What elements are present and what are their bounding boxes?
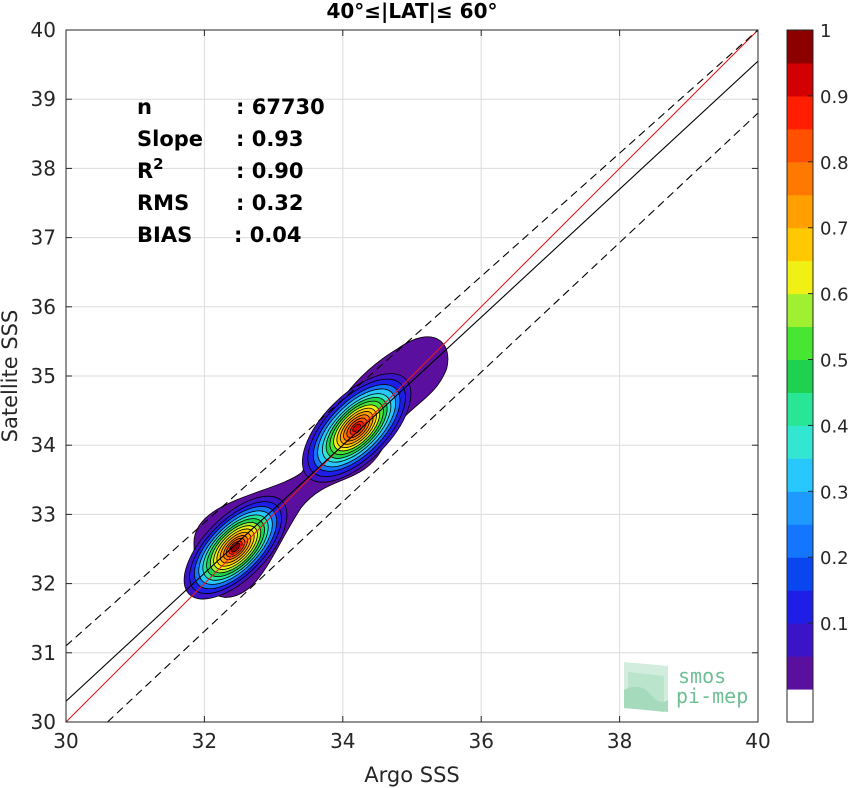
- grid: [65, 29, 759, 723]
- reference-lines: [66, 30, 758, 722]
- colorbar-tick-label: 0.1: [820, 614, 849, 635]
- line-lower-bound: [107, 112, 758, 722]
- colorbar-tick-label: 0.8: [820, 153, 849, 174]
- x-tick-label: 34: [330, 729, 355, 753]
- colorbar-segment: [787, 656, 813, 690]
- colorbar-segment: [787, 293, 813, 328]
- stat-value: : 0.90: [236, 159, 304, 183]
- colorbar-tick-label: 0.9: [820, 87, 849, 108]
- y-tick-label: 32: [31, 572, 56, 596]
- colorbar-segment: [787, 95, 813, 130]
- colorbar-tick-label: 0.3: [820, 482, 849, 503]
- logo-text-pi-mep: pi-mep: [676, 684, 748, 708]
- logo-text-smos: smos: [678, 664, 726, 688]
- y-tick-label: 31: [31, 641, 56, 665]
- colorbar-segment: [787, 557, 813, 591]
- y-tick-label: 34: [31, 433, 56, 457]
- x-tick-label: 36: [468, 729, 493, 753]
- x-tick-label: 30: [53, 729, 78, 753]
- line-regression: [66, 60, 758, 702]
- line-upper-bound: [66, 30, 758, 647]
- colorbar: 0.1 0.2 0.3 0.4 0.5 0.6 0.7 0.8 0.9 1: [786, 21, 849, 723]
- y-tick-label: 30: [31, 710, 56, 734]
- y-tick-label: 37: [31, 226, 56, 250]
- x-tick-label: 40: [745, 729, 770, 753]
- colorbar-segment: [787, 590, 813, 624]
- colorbar-tick-label: 0.6: [820, 285, 849, 306]
- line-one-to-one: [66, 30, 758, 722]
- stat-value: : 67730: [236, 95, 325, 119]
- colorbar-tick-label: 0.2: [820, 548, 849, 569]
- colorbar-segment: [787, 62, 813, 97]
- x-axis-ticks: 30 32 34 36 38 40: [53, 30, 771, 753]
- colorbar-segment: [787, 128, 813, 163]
- colorbar-segment: [787, 524, 813, 558]
- colorbar-segment: [787, 491, 813, 525]
- y-tick-label: 40: [31, 18, 56, 42]
- stat-label: Slope: [137, 127, 203, 151]
- colorbar-segment: [787, 425, 813, 459]
- stat-label: RMS: [137, 191, 189, 215]
- stat-value: : 0.04: [234, 223, 302, 247]
- x-axis-label: Argo SSS: [364, 763, 459, 787]
- y-tick-label: 33: [31, 502, 56, 526]
- x-tick-label: 32: [192, 729, 217, 753]
- colorbar-tick-label: 0.4: [820, 416, 849, 437]
- colorbar-segment: [787, 227, 813, 262]
- y-tick-label: 36: [31, 295, 56, 319]
- colorbar-frame: [786, 29, 814, 723]
- y-tick-label: 39: [31, 87, 56, 111]
- colorbar-tick-label: 0.5: [820, 351, 849, 372]
- x-tick-label: 38: [607, 729, 632, 753]
- stat-value: : 0.93: [236, 127, 304, 151]
- stat-label: BIAS: [137, 223, 192, 247]
- colorbar-segment: [787, 392, 813, 426]
- colorbar-segment: [787, 161, 813, 196]
- y-tick-label: 38: [31, 156, 56, 180]
- y-axis-ticks: 30 31 32 33 34 35 36 37 38 39 40: [31, 18, 758, 734]
- colorbar-tick-label: 0.7: [820, 219, 849, 240]
- smos-pi-mep-logo: smos pi-mep: [624, 662, 748, 712]
- stat-label: n: [137, 95, 152, 119]
- logo-layers-icon: [624, 662, 668, 712]
- colorbar-segment: [787, 689, 813, 723]
- colorbar-segment: [787, 326, 813, 361]
- chart-title: 40°≤|LAT|≤ 60°: [326, 0, 497, 23]
- colorbar-tick-label: 1: [820, 21, 831, 42]
- colorbar-segment: [787, 260, 813, 295]
- colorbar-segment: [787, 194, 813, 229]
- y-axis-label: Satellite SSS: [0, 310, 22, 443]
- colorbar-segment: [787, 359, 813, 393]
- colorbar-segment: [787, 458, 813, 492]
- colorbar-segment: [787, 623, 813, 657]
- colorbar-segment: [787, 30, 813, 64]
- stat-value: : 0.32: [236, 191, 304, 215]
- y-tick-label: 35: [31, 364, 56, 388]
